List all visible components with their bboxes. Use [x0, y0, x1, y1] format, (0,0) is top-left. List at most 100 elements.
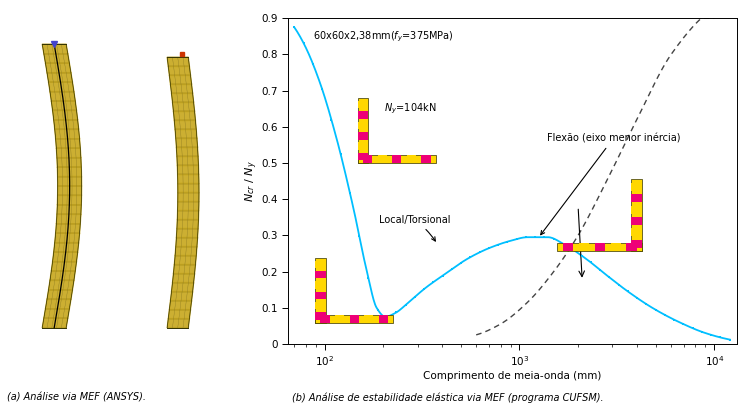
Polygon shape — [55, 233, 80, 243]
Bar — [365, 315, 373, 323]
Polygon shape — [56, 148, 81, 158]
Bar — [315, 313, 325, 320]
Polygon shape — [176, 229, 198, 238]
Bar — [563, 243, 573, 251]
Bar — [631, 179, 642, 251]
Bar — [315, 271, 325, 278]
X-axis label: Comprimento de meia-onda (mm): Comprimento de meia-onda (mm) — [423, 371, 601, 381]
Polygon shape — [174, 256, 196, 265]
Polygon shape — [58, 195, 81, 205]
Polygon shape — [173, 274, 195, 282]
Polygon shape — [47, 73, 72, 82]
Polygon shape — [42, 44, 68, 54]
Polygon shape — [177, 156, 199, 166]
Text: (b) Análise de estabilidade elástica via MEF (programa CUFSM).: (b) Análise de estabilidade elástica via… — [292, 392, 603, 403]
Polygon shape — [55, 139, 80, 148]
Bar — [631, 240, 642, 248]
Polygon shape — [44, 54, 69, 63]
Polygon shape — [56, 214, 81, 224]
Polygon shape — [178, 175, 199, 184]
Polygon shape — [177, 219, 199, 229]
Bar — [315, 260, 325, 268]
Bar — [315, 281, 325, 289]
Polygon shape — [50, 271, 75, 280]
Bar — [358, 132, 368, 140]
Bar — [363, 155, 372, 163]
Polygon shape — [171, 94, 193, 103]
Bar — [421, 155, 431, 163]
Text: (a) Análise via MEF (ANSYS).: (a) Análise via MEF (ANSYS). — [7, 393, 146, 403]
Polygon shape — [176, 238, 198, 247]
Bar — [631, 206, 642, 214]
Polygon shape — [175, 247, 197, 256]
Bar — [358, 98, 368, 163]
Bar — [631, 228, 642, 236]
Polygon shape — [177, 210, 199, 219]
Polygon shape — [170, 75, 192, 84]
Polygon shape — [52, 252, 77, 262]
Polygon shape — [47, 290, 72, 299]
Polygon shape — [177, 166, 199, 175]
Polygon shape — [50, 92, 75, 101]
Bar — [358, 153, 368, 160]
Text: Local/Torsional: Local/Torsional — [379, 215, 450, 241]
Polygon shape — [58, 186, 82, 195]
Polygon shape — [58, 167, 81, 177]
Polygon shape — [58, 177, 82, 186]
Polygon shape — [46, 299, 71, 309]
Bar — [407, 155, 416, 163]
Bar — [392, 155, 401, 163]
Polygon shape — [173, 265, 196, 274]
Polygon shape — [44, 309, 69, 318]
Bar — [358, 112, 368, 119]
Polygon shape — [171, 282, 193, 291]
Polygon shape — [52, 110, 77, 120]
Bar — [315, 302, 325, 309]
Text: Flexão (eixo menor inércia): Flexão (eixo menor inércia) — [541, 133, 680, 235]
Bar — [358, 142, 368, 150]
Polygon shape — [52, 262, 77, 271]
Bar — [335, 315, 344, 323]
Polygon shape — [176, 138, 198, 147]
Polygon shape — [170, 291, 193, 301]
Polygon shape — [178, 201, 199, 210]
Bar — [315, 258, 325, 323]
Polygon shape — [178, 184, 199, 193]
Polygon shape — [174, 120, 196, 129]
Y-axis label: $N_{cr}$ / $N_{y}$: $N_{cr}$ / $N_{y}$ — [244, 160, 260, 202]
Bar — [610, 243, 621, 251]
Polygon shape — [57, 158, 81, 167]
Polygon shape — [54, 243, 79, 252]
Polygon shape — [52, 101, 77, 110]
Polygon shape — [54, 120, 79, 129]
Bar — [350, 315, 359, 323]
Polygon shape — [170, 84, 193, 94]
Text: $N_y$=104kN: $N_y$=104kN — [384, 101, 437, 116]
Polygon shape — [176, 147, 198, 156]
Polygon shape — [168, 319, 190, 328]
Bar — [320, 315, 330, 323]
Polygon shape — [168, 66, 190, 75]
Polygon shape — [170, 301, 192, 310]
Polygon shape — [49, 280, 74, 290]
Bar — [358, 155, 436, 163]
Bar — [315, 315, 393, 323]
Polygon shape — [46, 63, 71, 73]
Polygon shape — [168, 57, 190, 66]
Bar — [595, 243, 605, 251]
Bar — [379, 315, 388, 323]
Polygon shape — [173, 112, 196, 120]
Bar — [631, 183, 642, 191]
Polygon shape — [173, 103, 195, 112]
Polygon shape — [178, 193, 199, 201]
Bar — [579, 243, 589, 251]
Bar — [378, 155, 387, 163]
Polygon shape — [55, 129, 80, 139]
Bar — [631, 194, 642, 202]
Text: 60x60x2,38mm($f_y$=375MPa): 60x60x2,38mm($f_y$=375MPa) — [313, 30, 453, 44]
Polygon shape — [57, 205, 81, 214]
Polygon shape — [42, 318, 68, 328]
Bar — [627, 243, 637, 251]
Bar — [315, 292, 325, 299]
Bar — [358, 101, 368, 108]
